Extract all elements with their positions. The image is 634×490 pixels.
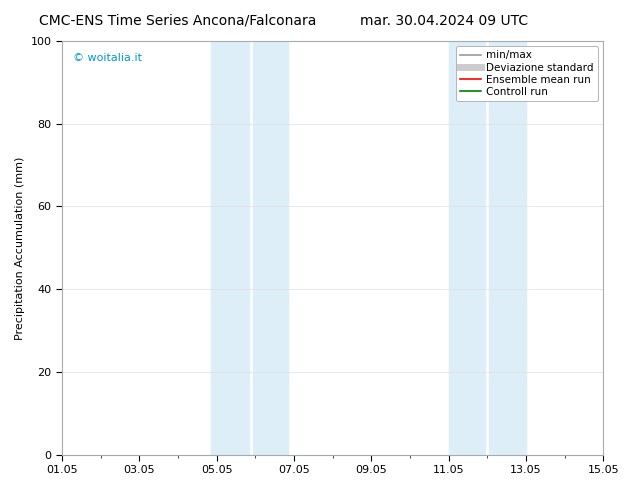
Bar — [489, 41, 526, 455]
Legend: min/max, Deviazione standard, Ensemble mean run, Controll run: min/max, Deviazione standard, Ensemble m… — [456, 46, 598, 101]
Bar — [211, 41, 249, 455]
Text: © woitalia.it: © woitalia.it — [73, 53, 142, 64]
Bar — [254, 41, 288, 455]
Bar — [448, 41, 485, 455]
Y-axis label: Precipitation Accumulation (mm): Precipitation Accumulation (mm) — [15, 156, 25, 340]
Text: mar. 30.04.2024 09 UTC: mar. 30.04.2024 09 UTC — [359, 14, 528, 28]
Text: CMC-ENS Time Series Ancona/Falconara: CMC-ENS Time Series Ancona/Falconara — [39, 14, 316, 28]
